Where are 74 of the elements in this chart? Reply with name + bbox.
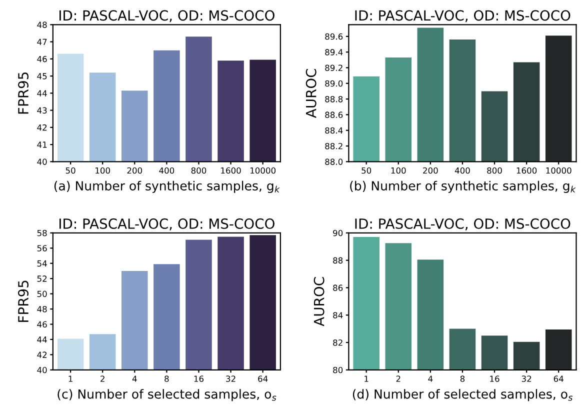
y-tick-label: 86 [333,284,343,291]
x-tick-label: 2 [100,376,104,382]
x-tick-label: 1600 [516,167,537,174]
x-tick-label: 200 [127,167,142,174]
chart-title: ID: PASCAL-VOC, OD: MS-COCO [355,10,570,22]
y-tick-label: 88.8 [325,96,343,102]
y-tick-label: 48 [37,306,47,312]
y-tick-label: 89.0 [325,80,343,87]
x-tick-label: 16 [490,376,500,382]
x-tick-label: 4 [428,376,433,382]
y-axis-title: FPR95 [18,280,29,322]
x-axis-title: (b) Number of synthetic samples, g$_{k}$ [350,180,576,193]
x-tick-label: 100 [391,167,406,174]
x-tick-label: 64 [554,376,564,382]
x-tick-label: 8 [164,376,169,382]
y-tick-label: 44 [37,90,47,96]
y-tick-label: 44 [37,336,47,343]
y-axis-title: FPR95 [18,72,29,114]
x-tick-label: 4 [132,376,137,382]
y-tick-label: 88.2 [325,142,342,150]
y-tick-label: 42 [37,124,47,131]
y-tick-label: 40 [37,158,47,165]
x-tick-label: 10000 [546,167,572,174]
y-tick-label: 88 [333,257,343,264]
y-tick-label: 46 [37,56,47,62]
x-axis-title: (a) Number of synthetic samples, g$_{k}$ [54,180,280,193]
x-tick-label: 1600 [221,167,241,174]
y-tick-label: 82 [333,339,342,346]
y-tick-label: 80 [333,366,343,374]
y-tick-label: 47 [37,38,47,45]
y-tick-label: 40 [37,366,47,374]
chart-title: ID: PASCAL-VOC, OD: MS-COCO [355,218,570,230]
y-tick-label: 89.4 [325,49,343,56]
chart-title: ID: PASCAL-VOC, OD: MS-COCO [60,218,274,230]
y-tick-label: 46 [37,321,47,328]
x-axis-title: (d) Number of selected samples, o$_{s}$ [352,389,573,402]
x-tick-label: 32 [226,376,236,382]
y-tick-label: 84 [333,312,343,318]
x-tick-label: 100 [96,167,110,174]
x-tick-label: 400 [454,167,470,174]
x-tick-label: 10000 [250,167,276,174]
x-tick-label: 32 [522,376,532,382]
y-tick-label: 52 [37,276,47,282]
y-tick-label: 48 [37,22,47,28]
x-tick-label: 1 [68,376,72,382]
y-tick-label: 88.6 [325,112,343,118]
x-axis-title: (c) Number of selected samples, o$_{s}$ [58,389,276,402]
y-tick-label: 43 [37,107,47,114]
x-tick-label: 1 [364,376,368,382]
x-tick-label: 50 [66,167,76,174]
y-tick-label: 90 [333,230,343,236]
y-tick-label: 54 [37,260,47,267]
y-tick-label: 88.4 [325,127,343,134]
x-tick-label: 200 [423,167,438,174]
y-tick-label: 45 [37,73,47,80]
y-axis-title: AUROC [306,68,316,118]
y-tick-label: 56 [37,245,47,252]
x-tick-label: 64 [258,376,268,382]
y-axis-title: AUROC [314,277,324,326]
x-tick-label: 50 [362,167,372,174]
x-tick-label: 400 [159,167,174,174]
x-tick-label: 16 [194,376,204,382]
y-tick-label: 50 [37,290,47,298]
y-tick-label: 42 [37,352,47,358]
y-tick-label: 89.6 [325,33,343,40]
y-tick-label: 41 [37,142,47,148]
y-tick-label: 88.0 [325,158,343,165]
y-tick-label: 58 [37,230,47,236]
x-tick-label: 8 [460,376,465,382]
x-tick-label: 2 [396,376,400,382]
x-tick-label: 800 [191,167,206,174]
x-tick-label: 800 [487,167,502,174]
chart-title: ID: PASCAL-VOC, OD: MS-COCO [60,10,274,22]
y-tick-label: 89.2 [325,64,342,71]
